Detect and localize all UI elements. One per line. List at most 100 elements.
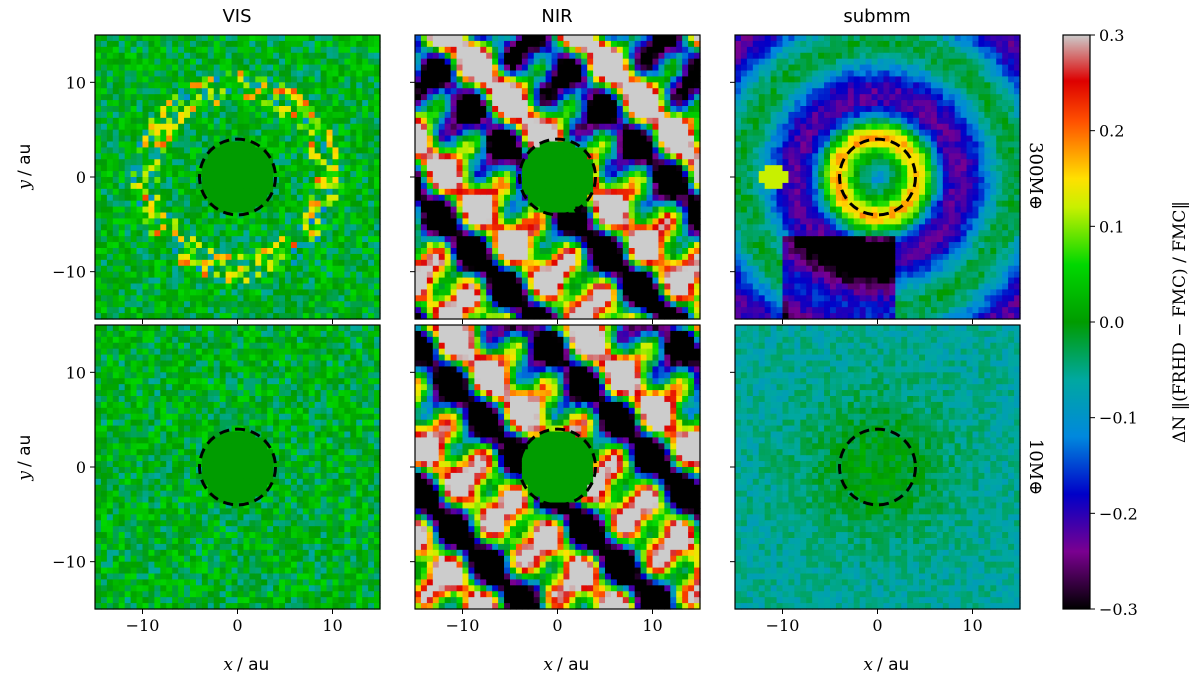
- heatmap-cell: [112, 259, 120, 267]
- heatmap-cell: [184, 111, 191, 119]
- heatmap-cell: [302, 301, 310, 308]
- heatmap-cell: [474, 236, 481, 243]
- heatmap-cell: [142, 76, 150, 83]
- heatmap-cell: [456, 271, 464, 279]
- heatmap-cell: [285, 236, 292, 243]
- heatmap-cell: [160, 70, 167, 78]
- heatmap-cell: [279, 141, 286, 149]
- heatmap-cell: [758, 117, 766, 125]
- heatmap-cell: [290, 295, 298, 302]
- heatmap-cell: [267, 165, 274, 172]
- heatmap-cell: [504, 123, 511, 131]
- heatmap-cell: [616, 277, 624, 285]
- heatmap-cell: [420, 123, 428, 131]
- heatmap-cell: [628, 271, 636, 279]
- heatmap-cell: [486, 230, 493, 237]
- heatmap-cell: [616, 82, 624, 89]
- heatmap-cell: [752, 94, 760, 101]
- heatmap-cell: [344, 70, 351, 78]
- heatmap-cell: [752, 35, 760, 42]
- heatmap-cell: [735, 147, 742, 154]
- heatmap-cell: [166, 111, 173, 119]
- heatmap-cell: [195, 40, 203, 48]
- heatmap-cell: [545, 35, 553, 42]
- heatmap-cell: [302, 283, 310, 291]
- heatmap-cell: [770, 123, 778, 131]
- heatmap-cell: [444, 307, 452, 314]
- heatmap-cell: [249, 265, 256, 273]
- heatmap-cell: [634, 159, 642, 166]
- heatmap-cell: [539, 165, 547, 172]
- heatmap-cell: [474, 111, 481, 119]
- heatmap-cell: [201, 236, 209, 243]
- heatmap-cell: [622, 188, 630, 196]
- heatmap-cell: [314, 58, 322, 66]
- heatmap-cell: [688, 171, 695, 178]
- heatmap-cell: [207, 253, 215, 261]
- heatmap-cell: [740, 248, 748, 255]
- heatmap-cell: [776, 76, 784, 83]
- heatmap-cell: [255, 283, 262, 291]
- heatmap-cell: [752, 242, 760, 249]
- heatmap-cell: [450, 82, 458, 89]
- heatmap-cell: [255, 117, 262, 125]
- heatmap-cell: [219, 206, 227, 214]
- heatmap-cell: [521, 265, 529, 273]
- heatmap-cell: [166, 265, 173, 273]
- heatmap-cell: [267, 52, 274, 60]
- heatmap-cell: [195, 307, 203, 314]
- heatmap-cell: [539, 307, 547, 314]
- heatmap-cell: [332, 277, 340, 285]
- heatmap-cell: [510, 135, 517, 143]
- heatmap-cell: [201, 188, 209, 196]
- heatmap-cell: [557, 94, 565, 101]
- heatmap-cell: [320, 64, 328, 72]
- heatmap-cell: [740, 64, 748, 72]
- heatmap-cell: [225, 236, 233, 243]
- heatmap-cell: [308, 218, 316, 225]
- heatmap-cell: [557, 242, 565, 249]
- heatmap-cell: [261, 159, 268, 166]
- heatmap-cell: [599, 165, 606, 172]
- heatmap-cell: [195, 106, 203, 113]
- heatmap-cell: [504, 171, 511, 178]
- heatmap-cell: [154, 289, 161, 296]
- heatmap-cell: [539, 40, 547, 48]
- heatmap-cell: [432, 135, 440, 143]
- heatmap-cell: [498, 159, 505, 166]
- heatmap-cell: [350, 40, 357, 48]
- heatmap-cell: [504, 111, 511, 119]
- heatmap-cell: [184, 159, 191, 166]
- heatmap-cell: [527, 182, 535, 190]
- heatmap-cell: [243, 188, 250, 196]
- heatmap-cell: [752, 64, 760, 72]
- heatmap-cell: [148, 182, 155, 190]
- heatmap-cell: [486, 283, 493, 291]
- heatmap-cell: [172, 289, 179, 296]
- heatmap-cell: [551, 188, 559, 196]
- heatmap-cell: [492, 248, 499, 255]
- heatmap-cell: [575, 76, 582, 83]
- heatmap-cell: [616, 123, 624, 131]
- heatmap-cell: [432, 46, 440, 54]
- heatmap-cell: [279, 265, 286, 273]
- heatmap-cell: [172, 141, 179, 149]
- heatmap-cell: [207, 165, 215, 172]
- heatmap-cell: [468, 88, 475, 95]
- heatmap-cell: [420, 259, 428, 267]
- heatmap-cell: [688, 224, 695, 231]
- heatmap-cell: [332, 307, 340, 314]
- heatmap-cell: [237, 236, 245, 243]
- heatmap-cell: [195, 295, 203, 302]
- heatmap-cell: [368, 289, 375, 296]
- heatmap-cell: [652, 248, 660, 255]
- heatmap-cell: [285, 40, 292, 48]
- heatmap-cell: [646, 188, 654, 196]
- heatmap-cell: [575, 307, 582, 314]
- heatmap-cell: [296, 117, 304, 125]
- heatmap-cell: [338, 64, 345, 72]
- heatmap-cell: [225, 253, 233, 261]
- heatmap-cell: [746, 236, 754, 243]
- heatmap-cell: [616, 40, 624, 48]
- heatmap-cell: [533, 100, 541, 107]
